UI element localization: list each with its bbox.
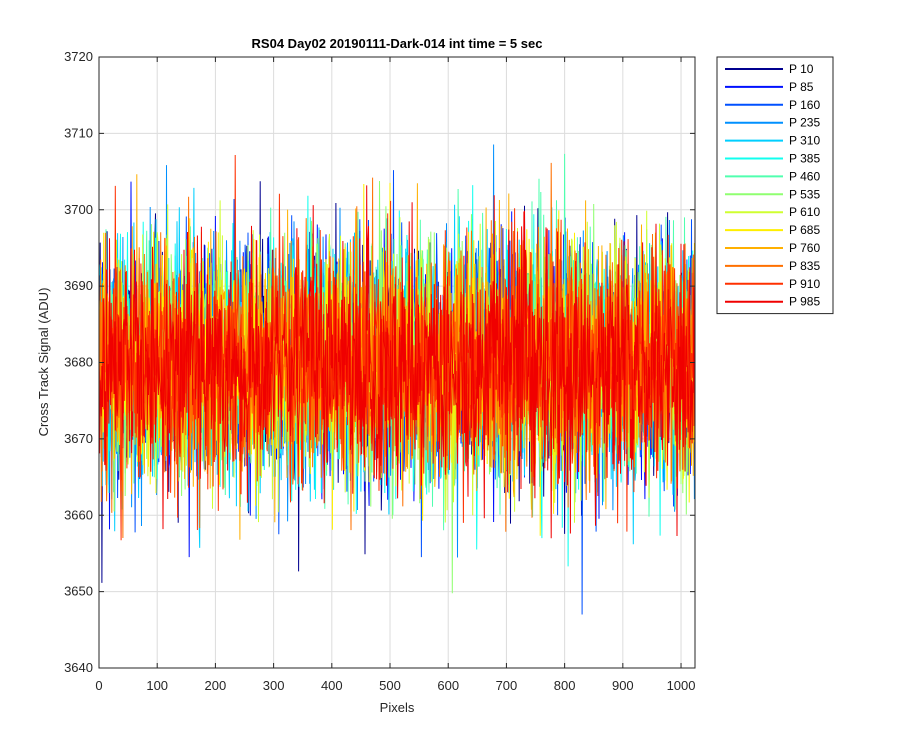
y-tick-label: 3680 [64,355,93,370]
legend-label: P 10 [789,62,814,76]
x-tick-label: 900 [612,678,634,693]
legend-label: P 985 [789,295,820,309]
legend-label: P 760 [789,241,820,255]
x-tick-label: 200 [205,678,227,693]
legend: P 10 P 85 P 160 P 235 P 310 P 385 P 460 P 535 P … [716,56,834,315]
legend-label: P 535 [789,187,820,201]
plot-area: 0 100 200 300 400 500 600 700 800 900 1000 3640 3650… [64,49,696,693]
legend-label: P 910 [789,277,820,291]
y-axis-label: Cross Track Signal (ADU) [36,288,51,437]
legend-label: P 235 [789,116,820,130]
y-tick-label: 3650 [64,584,93,599]
y-tick-label: 3720 [64,49,93,64]
x-tick-label: 800 [554,678,576,693]
legend-label: P 835 [789,259,820,273]
series-lines [99,144,695,615]
x-tick-label: 400 [321,678,343,693]
legend-label: P 310 [789,134,820,148]
legend-box [716,56,834,315]
legend-label: P 160 [789,98,820,112]
x-tick-label: 1000 [667,678,696,693]
y-tick-label: 3700 [64,202,93,217]
x-tick-label: 700 [496,678,518,693]
legend-label: P 85 [789,80,814,94]
x-axis-label: Pixels [380,700,415,715]
legend-label: P 685 [789,223,820,237]
legend-label: P 460 [789,169,820,183]
y-tick-label: 3690 [64,278,93,293]
axis-ticks: 0 100 200 300 400 500 600 700 800 900 1000 3640 3650… [64,49,695,693]
legend-label: P 385 [789,152,820,166]
chart-title: RS04 Day02 20190111-Dark-014 int time = … [252,36,543,51]
y-tick-label: 3660 [64,507,93,522]
x-tick-label: 0 [95,678,102,693]
x-tick-label: 100 [146,678,168,693]
x-tick-label: 500 [379,678,401,693]
x-tick-label: 600 [437,678,459,693]
legend-label: P 610 [789,205,820,219]
y-tick-label: 3710 [64,125,93,140]
y-tick-label: 3640 [64,660,93,675]
x-tick-label: 300 [263,678,285,693]
series-line-p985 [99,185,695,539]
y-tick-label: 3670 [64,431,93,446]
